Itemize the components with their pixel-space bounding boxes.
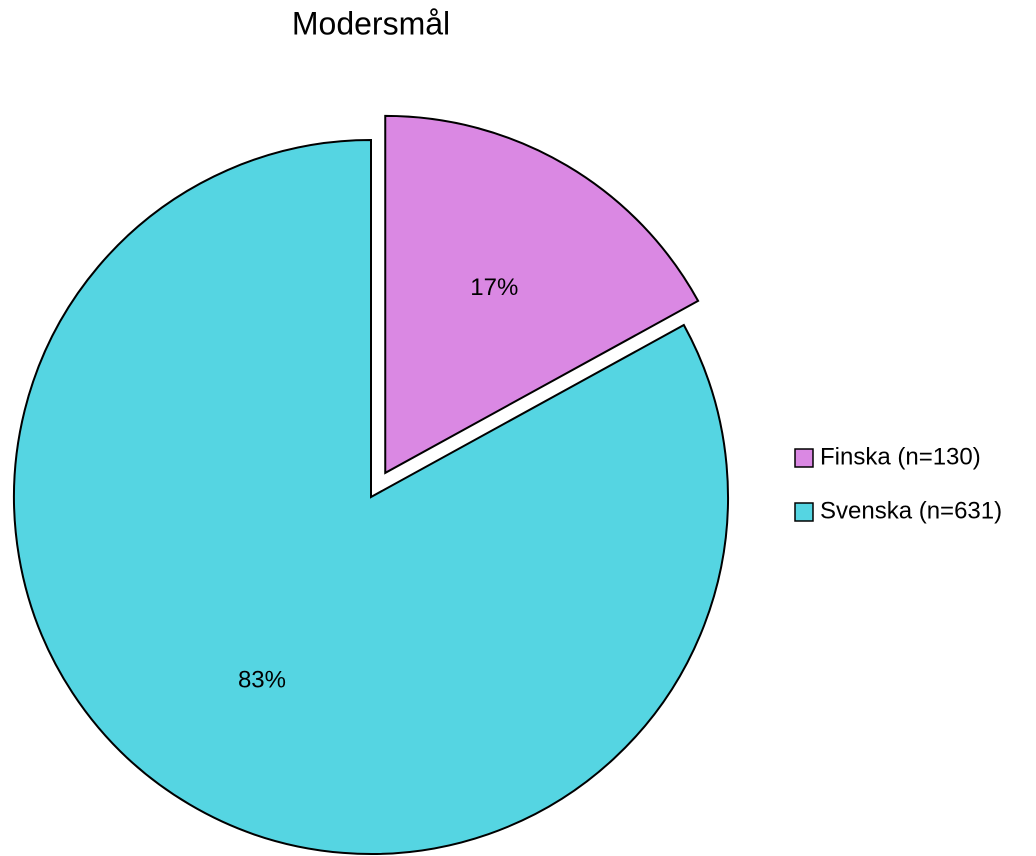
pie-slice	[13, 138, 729, 855]
chart-title: Modersmål	[292, 5, 450, 41]
legend-label: Finska (n=130)	[820, 443, 981, 470]
legend-label: Svenska (n=631)	[820, 497, 1002, 524]
pie-slice	[384, 114, 700, 475]
legend-swatch	[794, 502, 814, 522]
data-label: 17%	[470, 274, 518, 301]
data-label: 83%	[238, 667, 286, 694]
legend-swatch	[794, 448, 814, 468]
